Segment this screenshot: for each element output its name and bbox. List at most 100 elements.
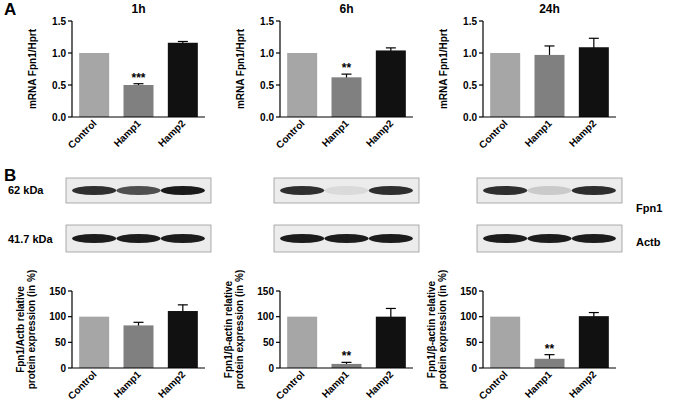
plot-area [287, 48, 406, 117]
error-cap [545, 45, 555, 46]
y-tick [479, 20, 483, 21]
plot-area [79, 41, 198, 117]
y-axis-label-line: protein expression (in %) [437, 270, 448, 389]
error-cap [178, 41, 188, 42]
bar [287, 317, 317, 368]
y-tick-label: 150 [49, 286, 66, 297]
protein-label: Fpn1 [636, 202, 662, 214]
bar [287, 53, 317, 117]
y-tick-label: 50 [263, 337, 275, 348]
bar [376, 50, 406, 117]
y-tick [276, 52, 280, 53]
bar-chart: 1h***0.00.51.01.5ControlHamp1Hamp2mRNA F… [27, 2, 205, 151]
y-tick [68, 316, 72, 317]
y-axis-label-line: Fpn1/β-actin relative [426, 280, 437, 378]
plot-area [490, 313, 609, 368]
y-axis [279, 21, 280, 117]
y-tick-label: 150 [257, 286, 274, 297]
bar [168, 311, 198, 368]
blot-band [161, 234, 205, 243]
y-axis [71, 291, 72, 368]
x-axis [280, 367, 413, 368]
y-tick [276, 342, 280, 343]
bar-chart: **050100150ControlHamp1Hamp2Fpn1/β-actin… [223, 270, 413, 402]
bar [79, 317, 109, 368]
y-tick [479, 84, 483, 85]
y-tick-label: 150 [460, 286, 477, 297]
blot-band [280, 186, 324, 195]
category-label: Hamp1 [523, 117, 555, 149]
blot-strip [66, 225, 211, 252]
y-tick [479, 367, 483, 368]
blot-band [325, 234, 369, 243]
blot-strip [274, 225, 419, 252]
blot-band [72, 234, 116, 243]
y-tick [276, 84, 280, 85]
blot-band [325, 186, 369, 195]
y-tick [68, 290, 72, 291]
y-tick-label: 0 [60, 363, 66, 374]
category-label: Control [66, 368, 99, 401]
error-cap [178, 304, 188, 305]
chart-title: 1h [131, 2, 145, 16]
y-tick-label: 50 [466, 337, 478, 348]
y-tick [276, 290, 280, 291]
y-tick-label: 0.5 [260, 80, 274, 91]
blot-band [117, 234, 161, 243]
category-label: Hamp2 [567, 368, 599, 400]
protein-label: Actb [636, 236, 661, 248]
category-label: Hamp2 [364, 368, 396, 400]
x-axis [483, 116, 616, 117]
category-label: Hamp1 [523, 368, 555, 400]
y-tick [479, 116, 483, 117]
category-label: Hamp1 [112, 368, 144, 400]
panel-label: B [4, 166, 16, 185]
error-cap [386, 47, 396, 48]
blot-band [572, 186, 616, 195]
blot-band [528, 234, 572, 243]
y-axis [279, 291, 280, 368]
bar [332, 364, 362, 368]
y-tick-label: 50 [55, 337, 67, 348]
category-label: Hamp1 [320, 117, 352, 149]
y-tick [68, 84, 72, 85]
blot-strip [477, 178, 622, 203]
blot-band [280, 234, 324, 243]
significance: ** [342, 349, 352, 363]
category-label: Hamp2 [364, 117, 396, 149]
chart-title: 6h [339, 2, 353, 16]
y-axis [482, 291, 483, 368]
y-tick [276, 367, 280, 368]
blot-band [483, 234, 527, 243]
y-tick-label: 0.0 [260, 112, 274, 123]
blot-strip [274, 178, 419, 203]
blot-strip [66, 178, 211, 203]
y-axis-label-line: mRNA Fpn1/Hprt [438, 28, 449, 109]
blot-band [161, 186, 205, 195]
y-tick [68, 116, 72, 117]
western-blot [477, 178, 622, 252]
y-axis-label-line: mRNA Fpn1/Hprt [235, 28, 246, 109]
blot-band [72, 186, 116, 195]
chart-title: 24h [539, 2, 560, 16]
bar [535, 55, 565, 117]
panel-label: A [4, 0, 16, 19]
y-axis-label: mRNA Fpn1/Hprt [235, 28, 246, 109]
y-tick-label: 1.0 [52, 48, 66, 59]
western-blot [274, 178, 419, 252]
y-tick [68, 52, 72, 53]
y-tick-label: 0.0 [463, 112, 477, 123]
y-tick [479, 52, 483, 53]
y-axis-label: mRNA Fpn1/Hprt [438, 28, 449, 109]
x-axis [72, 116, 205, 117]
bar [124, 85, 154, 117]
y-tick [276, 116, 280, 117]
size-label: 62 kDa [8, 184, 44, 196]
y-tick-label: 1.5 [260, 16, 274, 27]
y-tick [68, 367, 72, 368]
error-cap [134, 322, 144, 323]
y-tick-label: 100 [460, 311, 477, 322]
y-axis-label: Fpn1/β-actin relativeprotein expression … [223, 270, 245, 389]
y-tick-label: 0.0 [52, 112, 66, 123]
bar-chart: 6h**0.00.51.01.5ControlHamp1Hamp2mRNA Fp… [235, 2, 413, 151]
